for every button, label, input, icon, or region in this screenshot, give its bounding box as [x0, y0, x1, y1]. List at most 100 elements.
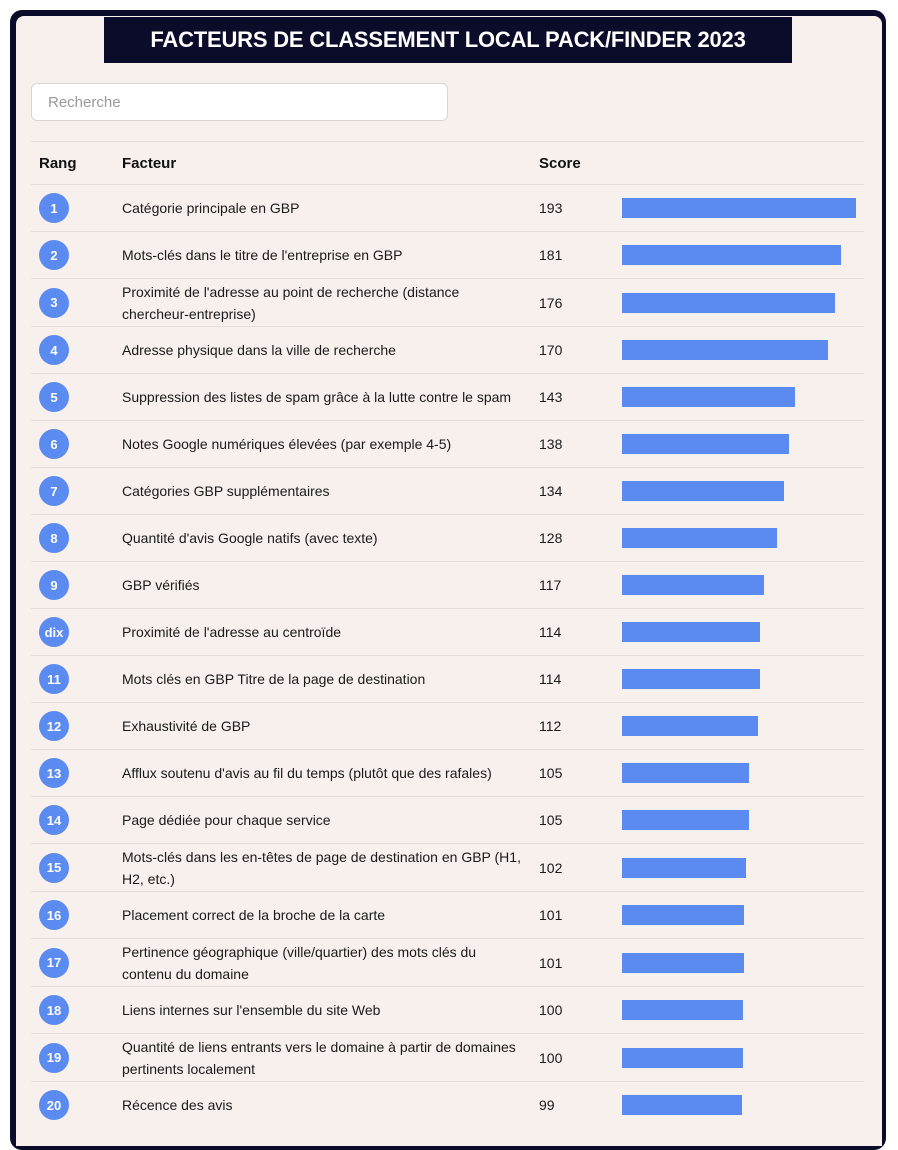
score-bar: [622, 528, 777, 548]
rank-cell: 6: [39, 421, 69, 467]
score-bar: [622, 340, 828, 360]
score-value: 100: [539, 1002, 563, 1018]
score-bar-cell: [622, 232, 864, 278]
rank-cell: 14: [39, 797, 69, 843]
score-bar: [622, 575, 764, 595]
score-value: 138: [539, 436, 563, 452]
factor-text: Proximité de l'adresse au point de reche…: [122, 283, 460, 322]
score-bar: [622, 1047, 743, 1068]
rank-badge: 5: [39, 382, 69, 412]
factor-text: Page dédiée pour chaque service: [122, 812, 331, 828]
score-bar-cell: [622, 797, 864, 843]
table-row: 4 Adresse physique dans la ville de reche…: [31, 326, 864, 373]
rank-badge: 18: [39, 995, 69, 1025]
score-value: 99: [539, 1097, 555, 1113]
score-bar-cell: [622, 892, 864, 938]
factor-text: Suppression des listes de spam grâce à l…: [122, 389, 512, 405]
header-score[interactable]: Score: [539, 154, 581, 172]
score-bar: [622, 905, 744, 925]
factor-text: Mots clés en GBP Titre de la page de des…: [122, 671, 426, 687]
factor-text: Catégorie principale en GBP: [122, 200, 300, 216]
table-row: 7 Catégories GBP supplémentaires 134: [31, 467, 864, 514]
score-bar: [622, 669, 760, 689]
rank-cell: 5: [39, 374, 69, 420]
table-row: 17 Pertinence géographique (ville/quartie…: [31, 938, 864, 986]
rank-badge: 15: [39, 852, 69, 883]
score-value: 101: [539, 907, 563, 923]
score-bar-cell: [622, 468, 864, 514]
score-bar: [622, 622, 760, 642]
rank-badge: 12: [39, 711, 69, 741]
table-row: 6 Notes Google numériques élevées (par ex…: [31, 420, 864, 467]
factor-text: Notes Google numériques élevées (par exe…: [122, 436, 452, 452]
score-bar-cell: [622, 515, 864, 561]
search-input[interactable]: [31, 83, 448, 121]
rank-badge: dix: [39, 617, 69, 647]
score-value: 101: [539, 954, 563, 971]
rank-cell: 15: [39, 844, 69, 891]
score-bar: [622, 1000, 743, 1020]
score-bar: [622, 763, 749, 783]
score-bar: [622, 1095, 742, 1115]
score-value: 176: [539, 294, 563, 311]
table-row: 20 Récence des avis 99: [31, 1081, 864, 1128]
score-value: 170: [539, 342, 563, 358]
factor-text: GBP vérifiés: [122, 577, 200, 593]
rank-badge: 11: [39, 664, 69, 694]
factor-text: Mots-clés dans les en-têtes de page de d…: [122, 848, 521, 887]
table-row: 15 Mots-clés dans les en-têtes de page de…: [31, 843, 864, 891]
score-bar-cell: [622, 750, 864, 796]
rank-cell: 11: [39, 656, 69, 702]
factor-text: Quantité de liens entrants vers le domai…: [122, 1038, 516, 1077]
rank-badge: 3: [39, 287, 69, 318]
rank-cell: 18: [39, 987, 69, 1033]
score-value: 100: [539, 1049, 563, 1066]
header-rank[interactable]: Rang: [39, 154, 77, 172]
page-title: FACTEURS DE CLASSEMENT LOCAL PACK/FINDER…: [104, 17, 792, 63]
score-bar-cell: [622, 987, 864, 1033]
header-factor[interactable]: Facteur: [122, 154, 177, 172]
factor-text: Adresse physique dans la ville de recher…: [122, 342, 396, 358]
factor-text: Catégories GBP supplémentaires: [122, 483, 330, 499]
rank-cell: 13: [39, 750, 69, 796]
score-bar-cell: [622, 562, 864, 608]
factor-text: Mots-clés dans le titre de l'entreprise …: [122, 247, 403, 263]
rank-badge: 8: [39, 523, 69, 553]
factor-text: Pertinence géographique (ville/quartier)…: [122, 943, 477, 982]
score-value: 193: [539, 200, 563, 216]
rank-cell: 7: [39, 468, 69, 514]
score-bar-cell: [622, 279, 864, 326]
table-row: 3 Proximité de l'adresse au point de rech…: [31, 278, 864, 326]
score-bar: [622, 857, 746, 878]
score-bar: [622, 387, 795, 407]
table-row: 14 Page dédiée pour chaque service 105: [31, 796, 864, 843]
score-value: 117: [539, 577, 562, 593]
rank-badge: 7: [39, 476, 69, 506]
rank-cell: 1: [39, 185, 69, 231]
score-bar: [622, 810, 749, 830]
table-body: 1 Catégorie principale en GBP 193 2 Mots-clé…: [31, 184, 864, 1128]
score-bar-cell: [622, 327, 864, 373]
factor-text: Liens internes sur l'ensemble du site We…: [122, 1002, 381, 1018]
score-bar: [622, 434, 789, 454]
score-bar-cell: [622, 374, 864, 420]
rank-badge: 19: [39, 1042, 69, 1073]
rank-badge: 17: [39, 947, 69, 978]
rank-badge: 9: [39, 570, 69, 600]
score-bar: [622, 481, 784, 501]
table-header: Rang Facteur Score: [31, 141, 864, 184]
table-row: 12 Exhaustivité de GBP 112: [31, 702, 864, 749]
table-row: 18 Liens internes sur l'ensemble du site …: [31, 986, 864, 1033]
table-row: 8 Quantité d'avis Google natifs (avec tex…: [31, 514, 864, 561]
table-row: dix Proximité de l'adresse au centroïde 11…: [31, 608, 864, 655]
rank-cell: 16: [39, 892, 69, 938]
rank-badge: 14: [39, 805, 69, 835]
score-bar-cell: [622, 844, 864, 891]
rank-badge: 2: [39, 240, 69, 270]
rank-badge: 16: [39, 900, 69, 930]
rank-cell: dix: [39, 609, 69, 655]
score-value: 112: [539, 718, 562, 734]
ranking-table: Rang Facteur Score 1 Catégorie principale…: [31, 141, 864, 1128]
score-bar: [622, 952, 744, 973]
score-value: 105: [539, 765, 563, 781]
